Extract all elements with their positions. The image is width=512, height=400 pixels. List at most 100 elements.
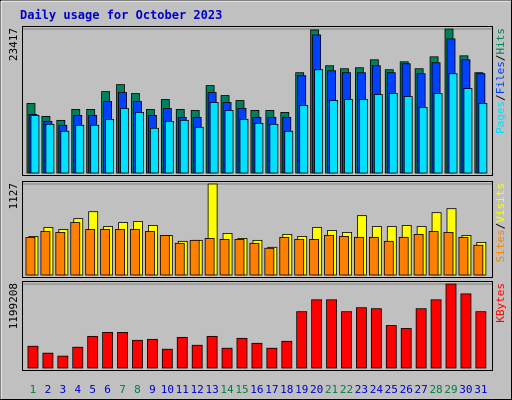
- bar: [294, 238, 305, 276]
- x-tick-label: 21: [325, 383, 338, 396]
- bar: [164, 120, 174, 174]
- bar: [191, 344, 203, 369]
- x-tick-label: 7: [119, 383, 126, 396]
- bar: [341, 311, 352, 369]
- bar: [413, 233, 424, 276]
- x-tick-label: 26: [400, 383, 413, 396]
- x-tick-label: 24: [370, 383, 384, 396]
- bar: [105, 118, 115, 174]
- bar: [443, 232, 454, 276]
- bar: [296, 311, 308, 369]
- x-tick-label: 4: [74, 383, 81, 396]
- bar: [75, 124, 85, 174]
- x-tick-label: 20: [310, 383, 323, 396]
- bar: [189, 239, 200, 276]
- bar: [147, 338, 158, 369]
- x-tick-label: 1: [30, 383, 37, 396]
- bar: [30, 114, 40, 174]
- bar: [60, 130, 70, 174]
- x-tick-label: 19: [295, 383, 308, 396]
- bar: [100, 229, 111, 276]
- bar: [42, 352, 54, 369]
- bar: [329, 100, 338, 174]
- x-tick-label: 22: [340, 383, 353, 396]
- bar: [130, 229, 140, 276]
- bar: [370, 308, 382, 369]
- bar: [415, 308, 427, 369]
- bar: [428, 231, 439, 276]
- x-tick-label: 6: [104, 383, 111, 396]
- x-tick-label: 14: [220, 383, 234, 396]
- bar: [145, 231, 155, 276]
- bar: [254, 122, 264, 174]
- bar: [25, 236, 36, 276]
- bar: [150, 127, 159, 174]
- bar: [430, 299, 442, 369]
- x-tick-label: 17: [265, 383, 278, 396]
- bar: [473, 244, 484, 276]
- bar: [445, 283, 457, 369]
- bar: [339, 236, 349, 276]
- x-tick-label: 13: [206, 383, 219, 396]
- bar: [45, 123, 55, 174]
- bar: [458, 236, 469, 276]
- bar: [206, 335, 218, 369]
- bar: [385, 325, 397, 369]
- bar: [57, 355, 69, 369]
- bar: [40, 231, 51, 276]
- x-tick-label: 9: [149, 383, 156, 396]
- bar: [460, 293, 472, 369]
- bar: [279, 236, 290, 276]
- chart-title: Daily usage for October 2023: [20, 8, 222, 22]
- bar: [55, 232, 66, 276]
- bar: [311, 299, 323, 369]
- bar: [176, 336, 188, 369]
- bar: [403, 96, 413, 174]
- legend: Sites/Visits: [494, 183, 507, 263]
- bar: [356, 307, 367, 369]
- bar: [324, 235, 334, 276]
- bar: [90, 124, 100, 174]
- bar: [448, 73, 458, 174]
- bar: [309, 238, 320, 276]
- legend: Pages/Files/Hits: [494, 28, 507, 134]
- bar: [209, 102, 219, 174]
- bar: [344, 99, 353, 174]
- bar: [314, 69, 324, 174]
- bar: [219, 238, 230, 276]
- bar: [400, 328, 412, 369]
- bar: [433, 93, 443, 174]
- bar: [383, 240, 394, 276]
- x-tick-label: 30: [459, 383, 472, 396]
- bar: [27, 345, 39, 369]
- y-tick-label: 1127: [7, 183, 20, 210]
- x-tick-label: 31: [474, 383, 487, 396]
- legend: KBytes: [494, 283, 507, 323]
- bar: [234, 238, 245, 276]
- bar: [478, 103, 488, 174]
- x-tick-label: 5: [89, 383, 96, 396]
- x-tick-label: 12: [191, 383, 204, 396]
- bar: [249, 242, 260, 276]
- legend-separator: /: [494, 55, 507, 62]
- bar: [194, 126, 204, 174]
- bar: [102, 332, 114, 369]
- bar: [204, 238, 215, 276]
- x-tick-label: 29: [444, 383, 457, 396]
- bar: [388, 93, 398, 174]
- x-tick-label: 18: [280, 383, 293, 396]
- bar: [269, 123, 279, 174]
- bar: [368, 236, 379, 276]
- legend-entry: Visits: [494, 183, 507, 223]
- x-tick-label: 8: [134, 383, 141, 396]
- legend-entry: Sites: [494, 229, 507, 262]
- x-tick-label: 3: [60, 383, 67, 396]
- bar: [135, 112, 144, 174]
- bar: [284, 130, 294, 174]
- bar: [179, 119, 189, 174]
- bar: [115, 229, 125, 276]
- bar: [236, 337, 248, 369]
- bar: [266, 347, 278, 369]
- bar: [264, 247, 275, 276]
